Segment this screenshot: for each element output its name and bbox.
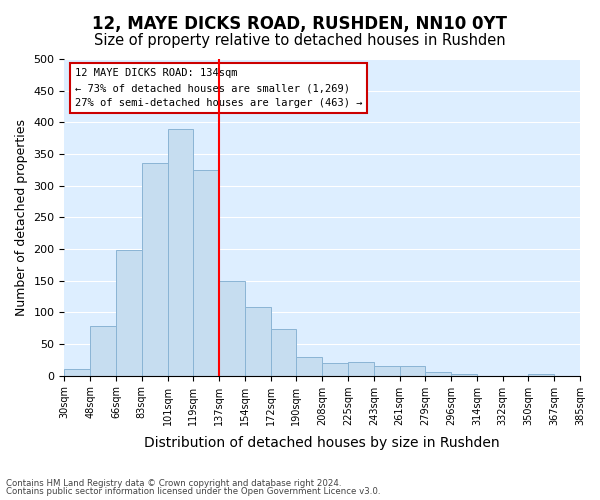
Bar (90, 326, 116, 376)
Text: 12, MAYE DICKS ROAD, RUSHDEN, NN10 0YT: 12, MAYE DICKS ROAD, RUSHDEN, NN10 0YT (92, 15, 508, 33)
Bar (348, 362, 374, 376)
Bar (322, 363, 348, 376)
Bar (529, 374, 554, 376)
Text: Size of property relative to detached houses in Rushden: Size of property relative to detached ho… (94, 32, 506, 48)
Bar (219, 280, 245, 376)
Bar (64, 370, 90, 376)
X-axis label: Distribution of detached houses by size in Rushden: Distribution of detached houses by size … (145, 436, 500, 450)
Bar (116, 250, 142, 376)
Bar (142, 164, 167, 376)
Text: Contains public sector information licensed under the Open Government Licence v3: Contains public sector information licen… (6, 487, 380, 496)
Bar (271, 330, 296, 376)
Bar (167, 128, 193, 376)
Text: 12 MAYE DICKS ROAD: 134sqm
← 73% of detached houses are smaller (1,269)
27% of s: 12 MAYE DICKS ROAD: 134sqm ← 73% of deta… (75, 68, 362, 108)
Y-axis label: Number of detached properties: Number of detached properties (15, 119, 28, 316)
Bar (245, 306, 271, 376)
Bar (451, 374, 477, 376)
Bar (400, 366, 425, 376)
Bar (374, 366, 400, 376)
Text: Contains HM Land Registry data © Crown copyright and database right 2024.: Contains HM Land Registry data © Crown c… (6, 478, 341, 488)
Bar (425, 372, 451, 376)
Bar (296, 356, 322, 376)
Bar (193, 170, 219, 376)
